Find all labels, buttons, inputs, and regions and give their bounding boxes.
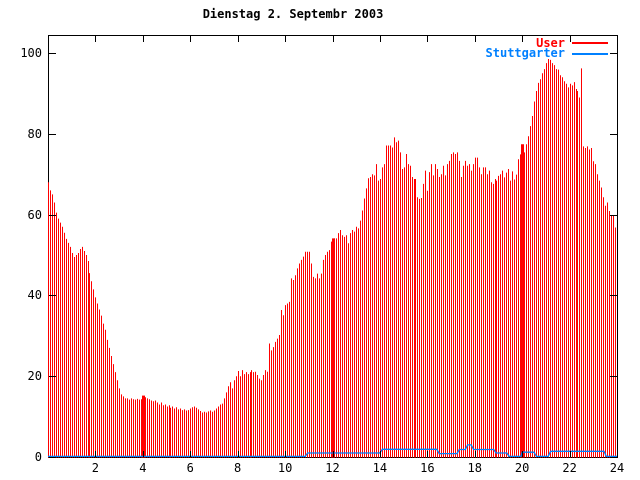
legend-user-label: User (536, 36, 565, 50)
user-impulse-bars (48, 59, 616, 458)
legend-stuttgarter-label: Stuttgarter (485, 46, 565, 60)
x-tick-label-12: 12 (325, 461, 340, 475)
x-tick-label-10: 10 (277, 461, 293, 475)
x-tick-label-20: 20 (514, 461, 530, 475)
x-tick-label-18: 18 (467, 461, 482, 475)
axis-ticks (49, 36, 618, 458)
legend-stuttgarter-line-sample (572, 53, 608, 55)
stuttgarter-polyline (48, 444, 617, 458)
y-tick-label-60: 60 (27, 207, 42, 222)
y-tick-label-80: 80 (27, 126, 42, 141)
x-tick-label-2: 2 (91, 461, 100, 475)
x-tick-label-16: 16 (420, 461, 435, 475)
y-tick-label-40: 40 (27, 288, 42, 303)
y-tick-label-100: 100 (20, 46, 42, 60)
x-tick-label-22: 22 (562, 461, 577, 475)
x-tick-label-8: 8 (234, 461, 242, 475)
x-tick-label-6: 6 (186, 461, 194, 475)
y-tick-label-20: 20 (27, 369, 42, 384)
stuttgarter-line (48, 444, 617, 458)
x-tick-label-24: 24 (609, 461, 625, 475)
legend-user-line-sample (572, 42, 608, 44)
x-tick-label-14: 14 (372, 461, 388, 475)
y-tick-label-0: 0 (34, 450, 42, 464)
x-tick-label-4: 4 (139, 461, 147, 475)
chart-title: Dienstag 2. Septembr 2003 (202, 7, 384, 21)
